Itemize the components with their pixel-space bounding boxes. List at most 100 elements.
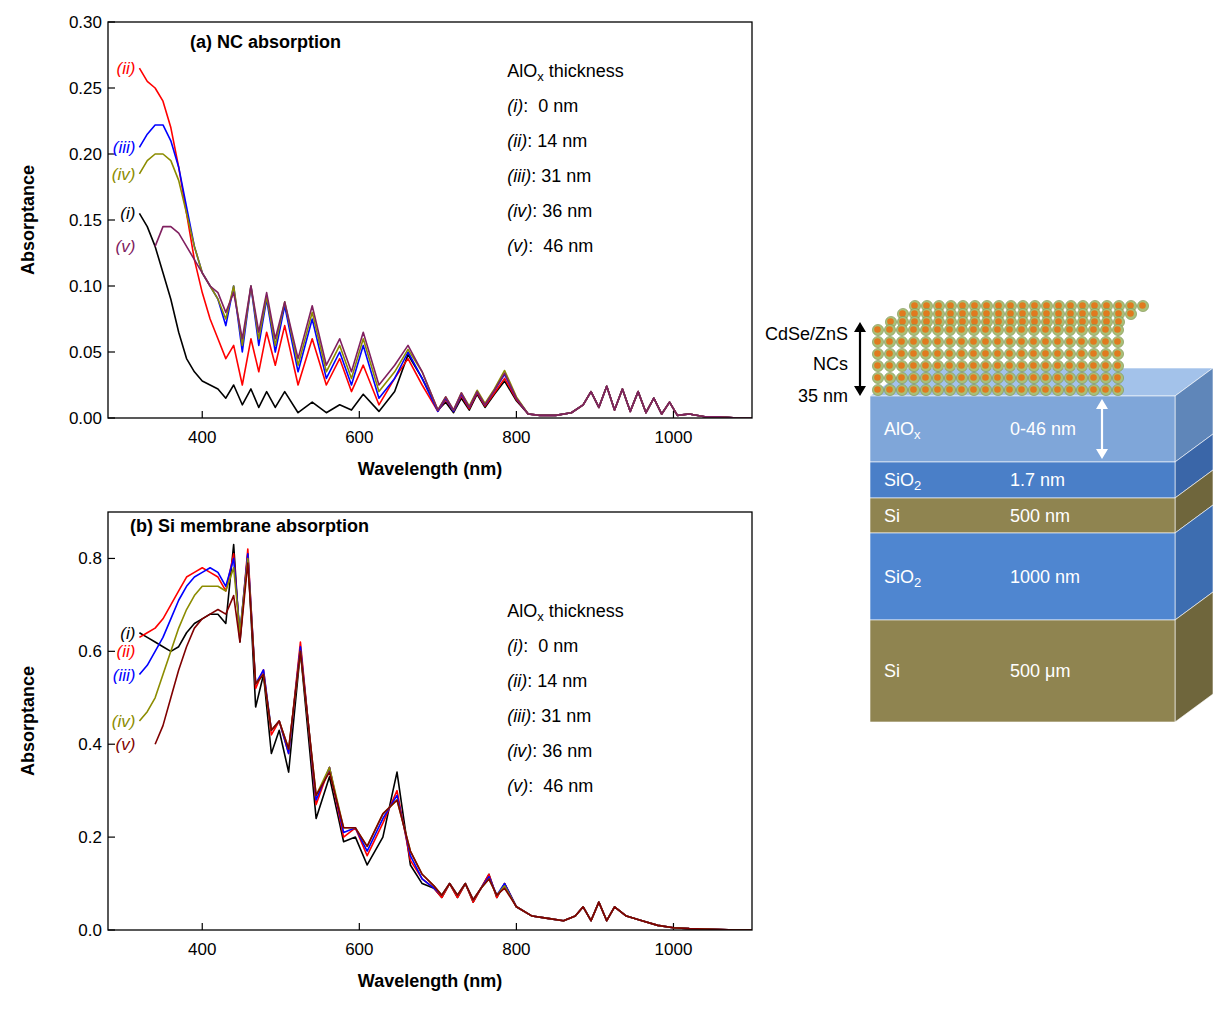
text-part: AlO [507, 601, 537, 621]
nc-shell [920, 384, 931, 395]
nc-shell [980, 324, 991, 335]
nc-core [1103, 318, 1110, 325]
nc-core [958, 326, 965, 333]
nc-core [1114, 326, 1121, 333]
nc-core [1115, 318, 1122, 325]
nc-core [1091, 310, 1098, 317]
nc-core [911, 318, 918, 325]
layer-thickness: 1000 nm [1010, 567, 1080, 587]
nc-core [934, 362, 941, 369]
layer-front [870, 620, 1175, 722]
y-tick [108, 219, 115, 220]
legend-title: AlOx thickness [507, 61, 624, 84]
nc-shell [908, 336, 919, 347]
nc-core [958, 362, 965, 369]
legend-entry: (i): 0 nm [507, 636, 578, 656]
legend-value: : 0 nm [523, 636, 578, 656]
legend-value: : 36 nm [532, 201, 592, 221]
nc-core [1055, 318, 1062, 325]
nc-core [959, 302, 966, 309]
y-tick-label: 0.10 [69, 277, 102, 296]
plot-lines [139, 545, 752, 930]
nc-shell [1028, 348, 1039, 359]
nc-shell [932, 324, 943, 335]
nc-core [1066, 338, 1073, 345]
nc-shell [1088, 372, 1099, 383]
nc-core [995, 302, 1002, 309]
nc-shell [872, 360, 883, 371]
nc-shell [1040, 372, 1051, 383]
text-part: AlO [507, 61, 537, 81]
nc-core [886, 362, 893, 369]
nc-core [922, 362, 929, 369]
y-tick [108, 744, 115, 745]
text-part: Si [884, 661, 900, 681]
nc-core [1054, 338, 1061, 345]
nc-shell [1112, 372, 1123, 383]
nc-shell [1028, 324, 1039, 335]
legend-value: : 36 nm [532, 741, 592, 761]
nc-core [983, 318, 990, 325]
nc-shell [1076, 384, 1087, 395]
nc-core [886, 326, 893, 333]
nc-shell [956, 372, 967, 383]
text-part: thickness [544, 61, 624, 81]
x-tick [516, 411, 517, 418]
nc-shell [968, 336, 979, 347]
nc-core [1019, 310, 1026, 317]
x-tick [673, 923, 674, 930]
nc-core [1078, 362, 1085, 369]
nc-core [946, 350, 953, 357]
nc-core [1091, 302, 1098, 309]
nc-shell [944, 360, 955, 371]
x-tick-label: 600 [345, 940, 373, 959]
nc-shell [992, 348, 1003, 359]
dimension-line [1101, 407, 1103, 451]
legend-value: : 14 nm [527, 671, 587, 691]
nc-core [947, 310, 954, 317]
nc-core [1090, 338, 1097, 345]
series-line [139, 154, 752, 418]
nc-shell [1100, 372, 1111, 383]
layer-diagram: AlOx0-46 nmSiO21.7 nmSi500 nmSiO21000 nm… [765, 300, 1213, 722]
nc-core [995, 310, 1002, 317]
nc-shell [1088, 360, 1099, 371]
y-tick [108, 558, 115, 559]
nc-core [946, 374, 953, 381]
nc-core [1067, 310, 1074, 317]
x-tick-label: 400 [188, 940, 216, 959]
nc-core [1006, 350, 1013, 357]
layer-top [870, 368, 1213, 396]
nc-core [1078, 350, 1085, 357]
series-line [139, 554, 752, 930]
nc-core [971, 302, 978, 309]
nc-shell [1100, 384, 1111, 395]
nc-shell [1064, 360, 1075, 371]
nc-core [982, 338, 989, 345]
nc-core [970, 362, 977, 369]
nc-core [1018, 386, 1025, 393]
nc-shell [884, 372, 895, 383]
nc-shell [884, 324, 895, 335]
nc-shell [1028, 336, 1039, 347]
nc-core [1030, 350, 1037, 357]
legend-value: : 46 nm [528, 776, 593, 796]
nc-core [1031, 310, 1038, 317]
nc-shell [1040, 384, 1051, 395]
legend-value: : 31 nm [531, 706, 591, 726]
nc-core [935, 318, 942, 325]
arrow-head [1096, 399, 1108, 409]
plot-lines [139, 68, 752, 418]
y-tick-label: 0.20 [69, 145, 102, 164]
nc-core [1043, 302, 1050, 309]
nc-shell [980, 360, 991, 371]
nc-core [994, 386, 1001, 393]
x-tick [202, 411, 203, 418]
nc-core [899, 318, 906, 325]
y-tick [108, 651, 115, 652]
nc-core [994, 374, 1001, 381]
nc-core [994, 338, 1001, 345]
nc-shell [1016, 348, 1027, 359]
nc-core [1018, 326, 1025, 333]
nc-core [1066, 326, 1073, 333]
